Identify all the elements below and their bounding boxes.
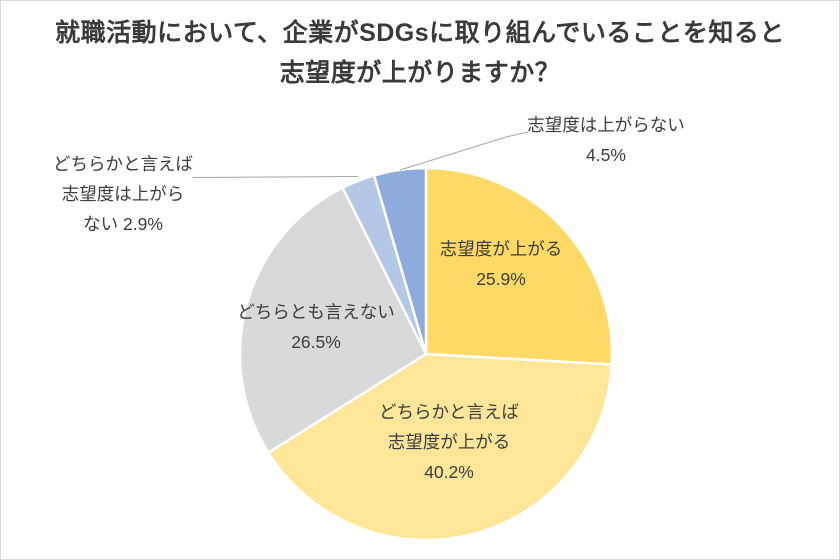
pie-slice-4 [372,166,428,355]
leader-line-dochiraka-agaranai [192,176,359,178]
slice-label-pct: 40.2% [424,462,474,482]
slice-label-dochiratomo-ienai: どちらとも言えない 26.5% [237,297,395,357]
slice-label-pct: 4.5% [586,145,626,165]
slice-label-dochiraka-agaru: どちらかと言えば 志望度が上がる 40.2% [379,397,519,487]
pie-slice-2 [238,186,428,455]
slice-label-text: どちらかと言えば [53,154,193,174]
leader-line-agaranai [399,131,529,171]
slice-label-dochiraka-agaranai: どちらかと言えば 志望度は上がら ない 2.9% [53,149,193,239]
slice-label-pct: ない 2.9% [83,214,163,234]
slice-label-text: どちらかと言えば [379,402,519,422]
slice-label-shibodo-agaru: 志望度が上がる 25.9% [440,234,563,294]
slice-label-text: 志望度は上がら [61,184,185,204]
slice-label-text: どちらとも言えない [237,302,395,322]
chart-title: 就職活動において、企業がSDGsに取り組んでいることを知ると 志望度が上がります… [1,13,839,93]
slice-label-pct: 25.9% [476,269,526,289]
chart-title-line1: 就職活動において、企業がSDGsに取り組んでいることを知ると [55,19,785,47]
slice-label-agaranai: 志望度は上がらない 4.5% [527,110,685,170]
pie-slice-0 [424,166,614,366]
chart-title-line2: 志望度が上がりますか？ [279,59,561,87]
slice-label-text: 志望度が上がる [439,239,563,259]
pie-slice-1 [266,352,614,542]
slice-label-pct: 26.5% [291,332,341,352]
slice-label-text: 志望度は上がらない [527,115,685,135]
slice-label-text: 志望度が上がる [387,432,511,452]
